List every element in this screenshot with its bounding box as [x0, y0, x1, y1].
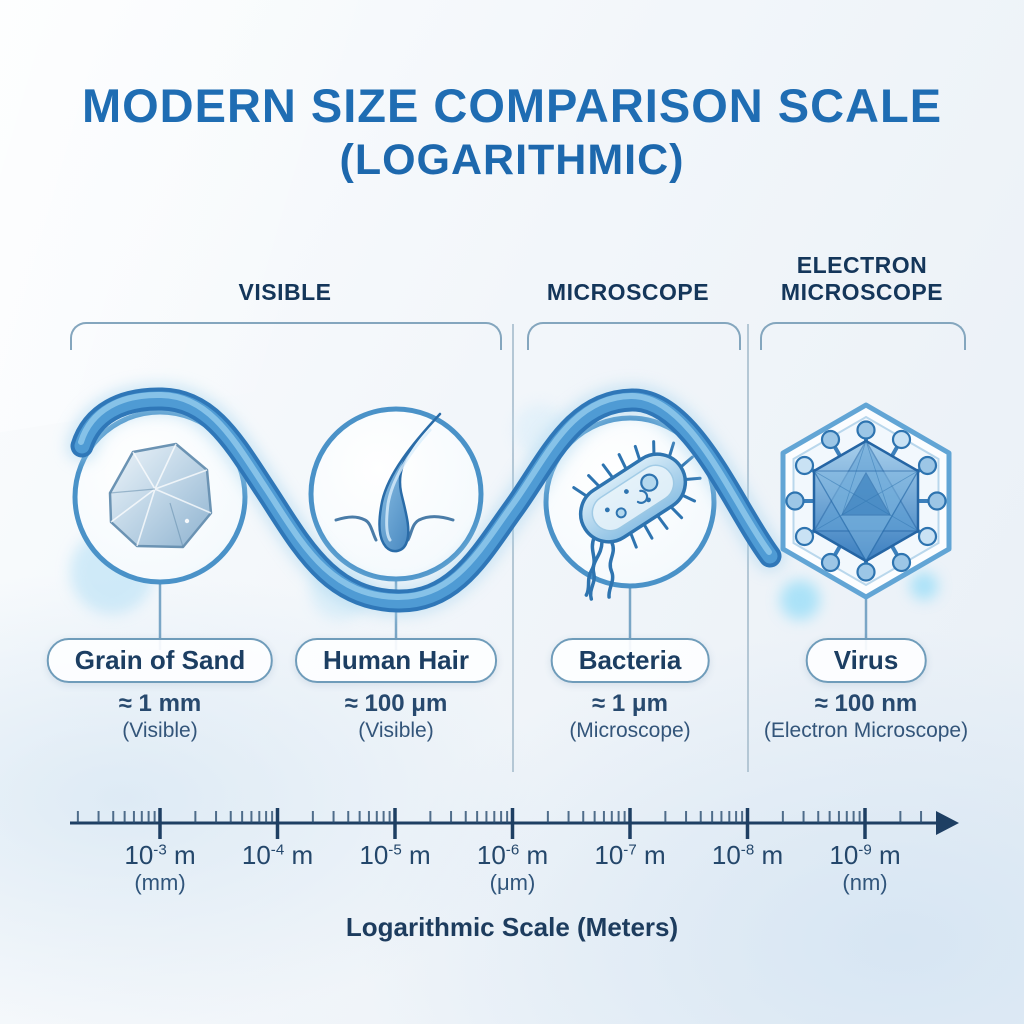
item-pill-bacteria: Bacteria	[550, 638, 710, 683]
axis-tick-alias: (nm)	[842, 870, 888, 895]
axis-tick-label: 10-4 m	[241, 840, 314, 870]
connector-stems	[158, 580, 868, 650]
log-scale-axis	[70, 808, 959, 839]
virus-mesh	[813, 440, 919, 562]
category-label-electron-microscope: ELECTRON MICROSCOPE	[762, 243, 962, 305]
axis-tick-label: 10-7 m	[594, 840, 666, 870]
bracket-electron-microscope	[760, 322, 966, 350]
item-pill-virus: Virus	[805, 638, 927, 683]
page-title: MODERN SIZE COMPARISON SCALE	[81, 79, 943, 132]
axis-tick-label: 10-6 m	[476, 840, 549, 870]
virus-knobs	[785, 420, 947, 582]
axis-tick-label: 10-8 m	[711, 840, 784, 870]
sand-grain-icon	[72, 409, 248, 585]
item-size: ≈ 1 μm	[592, 690, 668, 717]
item-method: (Electron Microscope)	[763, 719, 969, 742]
page-subtitle: (LOGARITHMIC)	[339, 136, 685, 184]
category-text: ELECTRON MICROSCOPE	[780, 252, 944, 305]
item-pill-grain-of-sand: Grain of Sand	[46, 638, 274, 683]
item-method: (Microscope)	[569, 719, 691, 742]
section-divider	[512, 324, 514, 772]
item-size: ≈ 100 nm	[814, 690, 918, 717]
bracket-microscope	[527, 322, 741, 350]
item-size: ≈ 1 mm	[118, 690, 202, 717]
bracket-visible	[70, 322, 502, 350]
axis-tick-alias: (μm)	[489, 870, 536, 895]
item-pill-human-hair: Human Hair	[295, 638, 497, 683]
virus-icon	[780, 402, 952, 600]
hair-follicle-icon	[308, 406, 484, 582]
item-method: (Visible)	[358, 719, 434, 742]
axis-tick-label: 10-9 m	[829, 840, 901, 870]
category-text: MICROSCOPE	[546, 278, 710, 305]
axis-tick-label: 10-5 m	[359, 840, 431, 870]
icon-band	[66, 382, 952, 650]
axis-arrowhead	[936, 811, 959, 835]
axis-tick-label: 10-3 m	[124, 840, 196, 870]
item-method: (Visible)	[122, 719, 198, 742]
category-label-visible: VISIBLE	[185, 243, 385, 305]
axis-caption: Logarithmic Scale (Meters)	[345, 912, 679, 942]
category-label-microscope: MICROSCOPE	[528, 243, 728, 305]
item-size: ≈ 100 μm	[344, 690, 448, 717]
category-text: VISIBLE	[238, 278, 332, 305]
axis-tick-alias: (mm)	[134, 870, 186, 895]
